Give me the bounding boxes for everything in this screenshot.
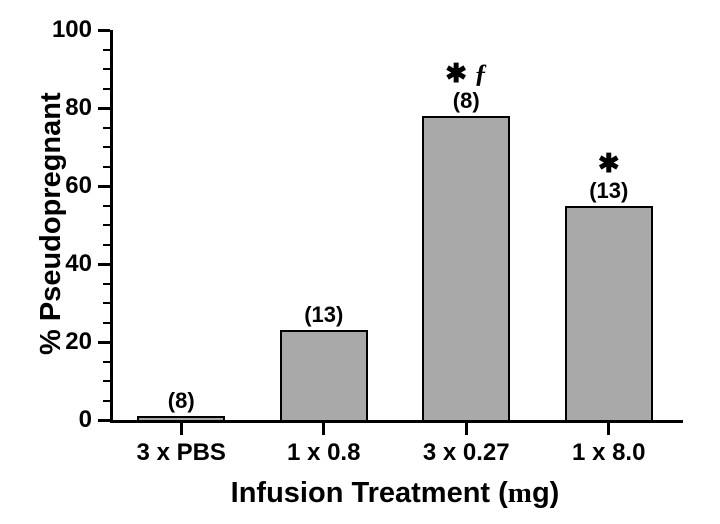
y-tick-minor bbox=[103, 380, 110, 382]
y-tick-minor bbox=[103, 400, 110, 402]
category-label: 3 x PBS bbox=[110, 439, 253, 467]
y-axis-line bbox=[110, 30, 113, 423]
x-axis-title-suffix: g) bbox=[532, 477, 559, 509]
y-tick-major bbox=[98, 107, 110, 110]
y-tick-minor bbox=[103, 49, 110, 51]
bar bbox=[137, 416, 225, 420]
n-label: (13) bbox=[569, 178, 649, 204]
bar bbox=[565, 206, 653, 421]
pseudopregnant-bar-chart: % Pseudopregnant Infusion Treatment (mg)… bbox=[0, 0, 720, 524]
category-label: 3 x 0.27 bbox=[395, 439, 538, 467]
x-axis-title: Infusion Treatment (mg) bbox=[110, 477, 680, 510]
x-tick-major bbox=[465, 423, 468, 435]
significance-marker: ✱ bbox=[559, 148, 659, 179]
y-tick-major bbox=[98, 263, 110, 266]
x-axis-title-prefix: Infusion Treatment ( bbox=[231, 477, 508, 509]
y-tick-minor bbox=[103, 166, 110, 168]
y-tick-label: 80 bbox=[65, 94, 92, 122]
n-label: (8) bbox=[141, 388, 221, 414]
y-tick-minor bbox=[103, 283, 110, 285]
y-tick-minor bbox=[103, 205, 110, 207]
y-tick-label: 60 bbox=[65, 172, 92, 200]
significance-marker: ✱ ƒ bbox=[416, 58, 516, 89]
x-tick-major bbox=[607, 423, 610, 435]
y-tick-major bbox=[98, 29, 110, 32]
y-tick-minor bbox=[103, 146, 110, 148]
y-tick-major bbox=[98, 341, 110, 344]
y-tick-minor bbox=[103, 322, 110, 324]
y-tick-label: 20 bbox=[65, 328, 92, 356]
y-tick-minor bbox=[103, 88, 110, 90]
y-tick-major bbox=[98, 419, 110, 422]
mu-glyph: m bbox=[508, 477, 532, 509]
bar bbox=[280, 330, 368, 420]
y-tick-label: 40 bbox=[65, 250, 92, 278]
y-tick-label: 0 bbox=[79, 406, 92, 434]
y-tick-minor bbox=[103, 127, 110, 129]
category-label: 1 x 8.0 bbox=[538, 439, 681, 467]
x-axis-line bbox=[110, 420, 683, 423]
y-tick-minor bbox=[103, 361, 110, 363]
bar bbox=[422, 116, 510, 420]
y-axis-title: % Pseudopregnant bbox=[35, 92, 68, 355]
x-tick-major bbox=[322, 423, 325, 435]
n-label: (8) bbox=[426, 88, 506, 114]
x-tick-major bbox=[180, 423, 183, 435]
category-label: 1 x 0.8 bbox=[253, 439, 396, 467]
y-tick-minor bbox=[103, 68, 110, 70]
y-tick-minor bbox=[103, 224, 110, 226]
y-tick-label: 100 bbox=[52, 16, 92, 44]
y-tick-minor bbox=[103, 302, 110, 304]
y-tick-minor bbox=[103, 244, 110, 246]
y-tick-major bbox=[98, 185, 110, 188]
n-label: (13) bbox=[284, 302, 364, 328]
